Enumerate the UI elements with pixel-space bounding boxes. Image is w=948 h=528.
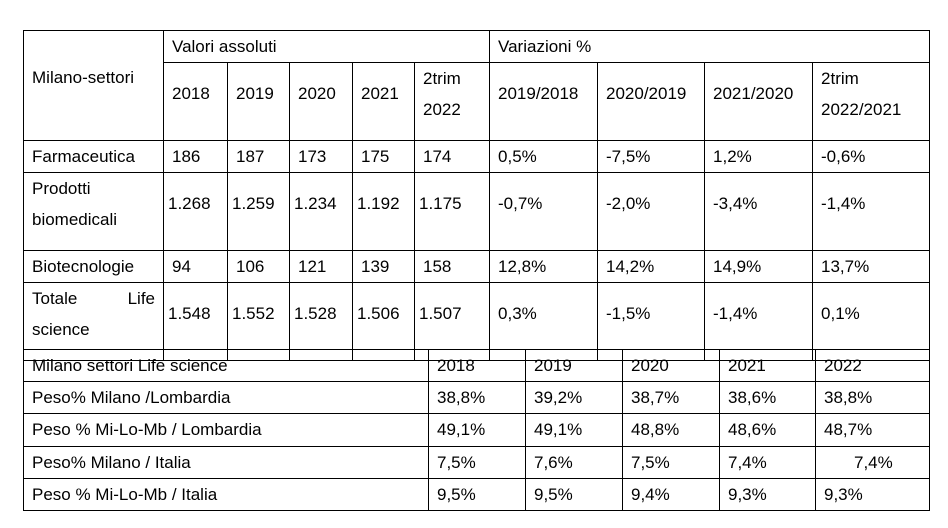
cell-value: 186 <box>163 140 228 173</box>
row-label: Farmaceutica <box>23 140 164 173</box>
cell-value: 7,4% <box>719 445 816 479</box>
cell-value: 1.259 <box>227 172 290 251</box>
table-row: Farmaceutica 186 187 173 175 174 0,5% -7… <box>23 140 931 173</box>
row-label-text: Totale Life science <box>32 289 155 339</box>
table1-year-header: 2020 <box>289 62 353 141</box>
table2-year-header: 2021 <box>719 348 816 383</box>
cell-value: 9,4% <box>622 477 720 512</box>
table2-year-header: 2018 <box>428 348 526 383</box>
cell-value: -0,6% <box>812 140 931 173</box>
table-row: Prodotti biomedicali 1.268 1.259 1.234 1… <box>23 172 931 251</box>
cell-value: -1,4% <box>812 172 931 251</box>
cell-value: 7,5% <box>622 445 720 479</box>
cell-value: -3,4% <box>704 172 814 251</box>
cell-value: 173 <box>289 140 353 173</box>
table1-group-variations: Variazioni % <box>489 30 931 63</box>
table1-variation-header: 2019/2018 <box>489 62 599 141</box>
cell-value: 106 <box>227 250 290 283</box>
cell-value: 0,3% <box>489 282 599 361</box>
table-row: Peso % Mi-Lo-Mb / Italia 9,5% 9,5% 9,4% … <box>23 477 930 512</box>
cell-value: 38,6% <box>719 381 816 415</box>
row-label: Peso% Milano / Italia <box>23 445 429 479</box>
table2-year-header: 2022 <box>815 348 930 383</box>
cell-value: 1.548 <box>163 282 228 361</box>
row-label: Biotecnologie <box>23 250 164 283</box>
cell-value: 38,8% <box>815 381 930 415</box>
table-row: Peso % Mi-Lo-Mb / Lombardia 49,1% 49,1% … <box>23 413 930 447</box>
cell-value: 94 <box>163 250 228 283</box>
cell-value: 121 <box>289 250 353 283</box>
cell-value: 48,8% <box>622 413 720 447</box>
cell-value: 175 <box>352 140 415 173</box>
sector-values-table: Milano-settori Valori assoluti Variazion… <box>23 30 931 361</box>
cell-value: 49,1% <box>428 413 526 447</box>
table2-corner-header: Milano settori Life science <box>23 348 429 383</box>
table-row: Peso% Milano /Lombardia 38,8% 39,2% 38,7… <box>23 381 930 415</box>
cell-value: 7,5% <box>428 445 526 479</box>
cell-value: 14,9% <box>704 250 814 283</box>
cell-value: 38,8% <box>428 381 526 415</box>
cell-value: 9,3% <box>815 477 930 512</box>
cell-value: 139 <box>352 250 415 283</box>
cell-value: 1.192 <box>352 172 415 251</box>
table1-year-header: 2021 <box>352 62 415 141</box>
table2-year-header: 2020 <box>622 348 720 383</box>
cell-value: 187 <box>227 140 290 173</box>
cell-value: -1,5% <box>597 282 706 361</box>
cell-value: -7,5% <box>597 140 706 173</box>
cell-value: 0,5% <box>489 140 599 173</box>
row-label: Totale Life science <box>23 282 164 361</box>
table-row: Peso% Milano / Italia 7,5% 7,6% 7,5% 7,4… <box>23 445 930 479</box>
table1-variation-header: 2trim 2022/2021 <box>812 62 931 141</box>
row-label: Peso% Milano /Lombardia <box>23 381 429 415</box>
cell-value: 158 <box>413 250 491 283</box>
cell-value: 49,1% <box>525 413 623 447</box>
cell-value: -0,7% <box>489 172 599 251</box>
table2-year-header: 2019 <box>525 348 623 383</box>
cell-value: -2,0% <box>597 172 706 251</box>
cell-value: 39,2% <box>525 381 623 415</box>
cell-value: 7,6% <box>525 445 623 479</box>
cell-value: 1.507 <box>413 282 491 361</box>
cell-value: 14,2% <box>597 250 706 283</box>
life-science-weight-table: Milano settori Life science 2018 2019 20… <box>23 348 930 512</box>
cell-value: 1,2% <box>704 140 814 173</box>
cell-value: 174 <box>413 140 491 173</box>
cell-value: 1.268 <box>163 172 228 251</box>
cell-value: 1.528 <box>289 282 353 361</box>
table-row: Totale Life science 1.548 1.552 1.528 1.… <box>23 282 931 361</box>
cell-value: 9,5% <box>525 477 623 512</box>
row-label: Peso % Mi-Lo-Mb / Lombardia <box>23 413 429 447</box>
cell-value: 13,7% <box>812 250 931 283</box>
table1-variation-header: 2021/2020 <box>704 62 814 141</box>
table-header-row: Milano settori Life science 2018 2019 20… <box>23 348 930 383</box>
table1-variation-header: 2020/2019 <box>597 62 706 141</box>
table1-year-header: 2018 <box>163 62 228 141</box>
row-label: Peso % Mi-Lo-Mb / Italia <box>23 477 429 512</box>
cell-value: 0,1% <box>812 282 931 361</box>
cell-value: 38,7% <box>622 381 720 415</box>
cell-value: 1.175 <box>413 172 491 251</box>
table1-corner-header: Milano-settori <box>23 30 164 141</box>
table1-group-absolute: Valori assoluti <box>162 30 491 63</box>
table1-year-header: 2019 <box>227 62 290 141</box>
cell-value: 1.552 <box>227 282 290 361</box>
cell-value: 48,7% <box>815 413 930 447</box>
cell-value: 9,5% <box>428 477 526 512</box>
cell-value: 48,6% <box>719 413 816 447</box>
cell-value: 9,3% <box>719 477 816 512</box>
cell-value: 7,4% <box>815 445 930 479</box>
row-label: Prodotti biomedicali <box>23 172 164 251</box>
cell-value: 1.234 <box>289 172 353 251</box>
cell-value: 12,8% <box>489 250 599 283</box>
table1-year-header: 2trim 2022 <box>413 62 491 141</box>
table-row: Biotecnologie 94 106 121 139 158 12,8% 1… <box>23 250 931 283</box>
